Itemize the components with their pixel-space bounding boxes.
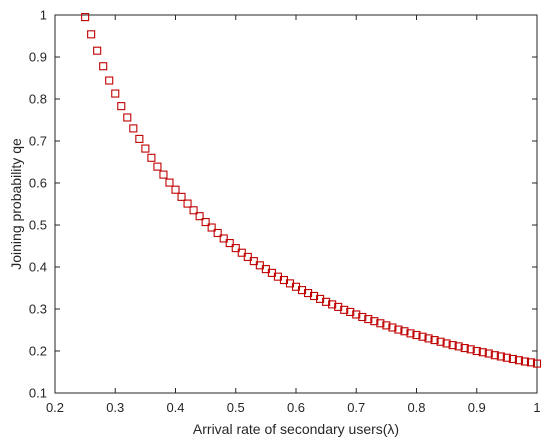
data-point [454,342,463,351]
data-point [225,239,234,248]
data-point [310,291,319,301]
data-point [472,346,481,356]
y-axis-label: Joining probability qe [8,138,24,270]
data-point [201,218,210,227]
data-point [207,223,216,232]
data-point [123,113,132,122]
data-point [105,76,114,85]
data-point [490,351,499,360]
data-point [340,305,349,314]
data-point [165,178,174,187]
data-point [153,162,162,171]
data-point [237,248,246,257]
y-tick-label: 0.8 [29,92,47,107]
data-point [87,30,96,39]
data-point [249,257,258,266]
y-tick-label: 0.5 [29,218,47,233]
data-point [520,357,530,366]
x-tick-label: 0.7 [347,400,365,415]
data-point [364,315,373,324]
data-point [297,286,307,295]
data-markers [81,13,542,368]
y-tick-label: 0.3 [29,302,47,317]
data-point [352,310,361,319]
data-point [388,323,397,332]
data-point [460,344,469,353]
data-point [328,300,337,309]
axis-ticks: 0.2 0.3 0.4 0.5 0.6 0.7 0.8 0.9 10.10.20.30.40.5… [29,8,541,416]
x-tick-label: 0.6 [287,400,305,415]
data-point [231,244,240,253]
data-point [496,352,505,361]
data-point [466,345,475,354]
data-point [81,13,90,22]
data-point [213,228,222,238]
data-point [135,134,144,143]
y-tick-label: 0.7 [29,134,47,149]
data-point [418,332,427,341]
y-tick-label: 0.6 [29,176,47,191]
data-point [478,348,487,357]
x-tick-label: 0.4 [166,400,184,415]
data-point [159,170,168,179]
data-point [346,307,355,316]
data-point [400,327,409,336]
data-point [99,62,108,71]
data-point [303,288,313,298]
data-point [532,359,542,368]
y-tick-label: 0.9 [29,50,47,65]
y-tick-label: 0.2 [29,344,47,359]
y-tick-label: 0.4 [29,260,47,275]
data-point [189,206,198,215]
x-tick-label: 0.3 [106,400,124,415]
y-tick-label: 0.1 [29,386,47,401]
data-point [322,297,331,306]
data-point [243,252,252,261]
data-point [424,334,433,343]
x-tick-label: 0.5 [227,400,245,415]
data-point [502,353,511,362]
data-point [430,336,439,345]
data-point [129,124,138,133]
data-point [334,302,343,311]
data-point [394,325,403,334]
data-point [382,321,391,330]
data-point [406,329,415,338]
data-point [376,319,385,328]
x-tick-label: 0.2 [46,400,64,415]
x-tick-label: 0.9 [468,400,486,415]
data-point [412,330,421,340]
data-point [93,46,102,55]
data-point [436,337,445,346]
x-tick-label: 1 [533,400,540,415]
data-point [370,317,379,326]
plot-area [54,14,538,394]
data-point [484,349,493,358]
data-point [316,294,325,303]
data-point [111,89,120,98]
data-point [442,339,451,348]
data-point [358,312,367,322]
x-axis-label: Arrival rate of secondary users(λ) [193,421,399,437]
data-point [508,354,517,364]
x-tick-label: 0.8 [407,400,425,415]
data-point [448,341,457,350]
data-point [141,144,150,153]
data-point [171,185,180,194]
data-point [514,356,523,365]
data-point [526,358,536,367]
data-point [117,102,126,111]
y-tick-label: 1 [40,8,47,23]
data-point [183,199,192,208]
data-point [177,192,186,201]
data-point [219,234,228,243]
data-point [195,212,204,221]
data-point [147,153,156,162]
